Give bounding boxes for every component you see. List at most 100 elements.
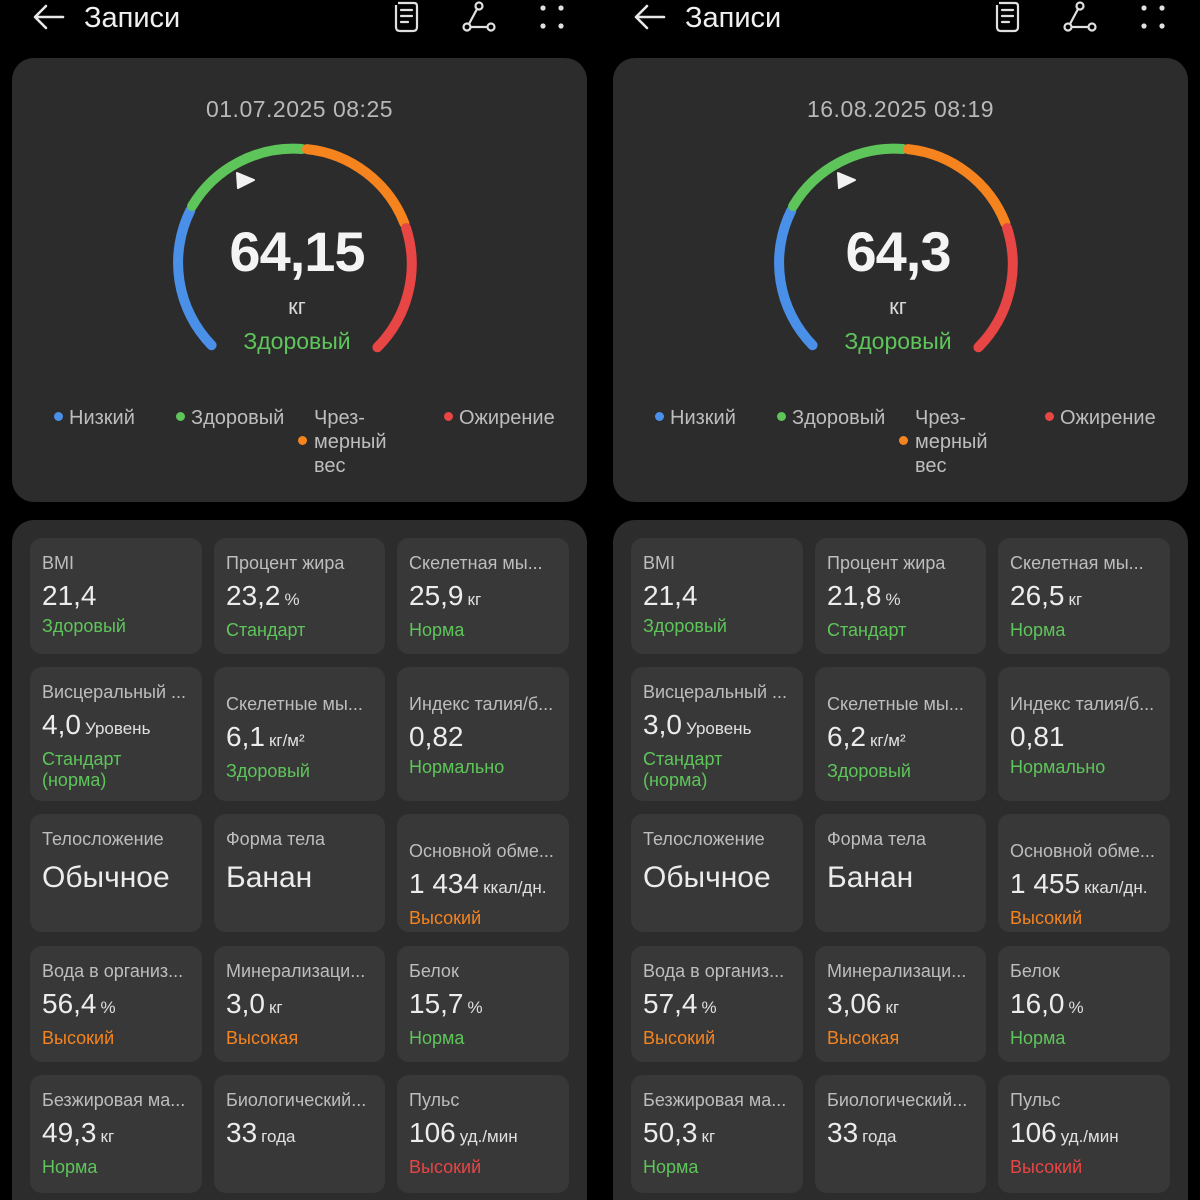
- metric-tile-visceral-fat[interactable]: Висцеральный ... 3,0 Уровень Стандарт (норм…: [631, 667, 803, 801]
- legend-obese: Ожирение: [1045, 406, 1156, 430]
- metric-label: Пульс: [409, 1090, 460, 1110]
- metric-tile-bmi[interactable]: BMI 21,4 Здоровый: [631, 538, 803, 654]
- metric-value: 3,0: [643, 709, 682, 740]
- metric-tile-skeletal-muscle[interactable]: Скелетная мы... 25,9 кг Норма: [397, 538, 569, 654]
- metric-tile-bmi[interactable]: BMI 21,4 Здоровый: [30, 538, 202, 654]
- metric-tile-skeletal-muscle[interactable]: Скелетная мы... 26,5 кг Норма: [998, 538, 1170, 654]
- metric-value: 49,3: [42, 1117, 97, 1148]
- metric-status: Стандарт (норма): [643, 749, 723, 790]
- metric-value: 26,5: [1010, 580, 1065, 611]
- metric-tile-body-water[interactable]: Вода в организ... 57,4% Высокий: [631, 946, 803, 1062]
- metric-label: Процент жира: [827, 553, 946, 573]
- metric-value: Обычное: [643, 861, 771, 894]
- metric-tile-body-type[interactable]: Телосложение Обычное: [631, 814, 803, 932]
- metric-tile-biological-age[interactable]: Биологический... 33 года: [214, 1075, 385, 1193]
- metric-value-row: 6,1 кг/м²: [226, 721, 373, 757]
- back-arrow-icon[interactable]: [633, 2, 667, 32]
- metric-status: Высокий: [1010, 908, 1083, 928]
- legend-healthy: Здоровый: [777, 406, 885, 430]
- metric-value-row: 21,4: [42, 580, 190, 612]
- metric-label: Безжировая ма...: [643, 1090, 787, 1110]
- share-icon[interactable]: [1063, 0, 1097, 34]
- metric-value: 56,4: [42, 988, 97, 1019]
- metric-unit: кг: [268, 998, 283, 1017]
- metric-label: Пульс: [1010, 1090, 1061, 1110]
- metric-tile-body-fat[interactable]: Процент жира 23,2% Стандарт: [214, 538, 385, 654]
- metric-status: Высокий: [1010, 1157, 1083, 1177]
- metric-label: BMI: [42, 553, 75, 573]
- share-icon[interactable]: [462, 0, 496, 34]
- weight-unit: кг: [889, 294, 907, 319]
- metric-tile-basal-metabolism[interactable]: Основной обме... 1 455 ккал/дн. Высокий: [998, 814, 1170, 932]
- legend-obese: Ожирение: [444, 406, 555, 430]
- metric-value: Обычное: [42, 861, 170, 894]
- legend-overweight: Чрез- мерный вес: [899, 406, 1019, 478]
- metric-unit: кг: [1068, 590, 1083, 609]
- metric-label: Телосложение: [42, 829, 164, 849]
- metrics-card: BMI 21,4 Здоровый Процент жира 23,2% Стандарт…: [12, 520, 587, 1200]
- metric-tile-basal-metabolism[interactable]: Основной обме... 1 434 ккал/дн. Высокий: [397, 814, 569, 932]
- metric-label: Скелетная мы...: [409, 553, 543, 573]
- record-date: 01.07.2025 08:25: [205, 96, 394, 122]
- metric-tile-lean-mass[interactable]: Безжировая ма... 50,3 кг Норма: [631, 1075, 803, 1193]
- metric-unit: Уровень: [84, 719, 151, 738]
- legend-low: Низкий: [54, 406, 135, 430]
- metric-label: Висцеральный ...: [42, 682, 187, 702]
- metric-value: 50,3: [643, 1117, 698, 1148]
- metric-tile-bone-mineral[interactable]: Минерализаци... 3,0 кг Высокая: [214, 946, 385, 1062]
- metric-tile-skeletal-muscle-index[interactable]: Скелетные мы... 6,1 кг/м² Здоровый: [214, 667, 385, 801]
- green-dot-icon: [777, 412, 786, 421]
- more-icon[interactable]: [1136, 0, 1170, 34]
- metric-tile-body-shape[interactable]: Форма тела Банан: [214, 814, 385, 932]
- metric-status: Стандарт: [827, 620, 907, 640]
- metric-tile-body-water[interactable]: Вода в организ... 56,4% Высокий: [30, 946, 202, 1062]
- metric-tile-heart-rate[interactable]: Пульс 106 уд./мин Высокий: [397, 1075, 569, 1193]
- gauge-pointer-icon: [837, 172, 856, 189]
- metric-tile-skeletal-muscle-index[interactable]: Скелетные мы... 6,2 кг/м² Здоровый: [815, 667, 986, 801]
- gauge-segment-low: [774, 205, 818, 351]
- metric-unit: %: [1068, 998, 1084, 1017]
- metric-tile-lean-mass[interactable]: Безжировая ма... 49,3 кг Норма: [30, 1075, 202, 1193]
- metric-status: Норма: [1010, 1028, 1066, 1048]
- metric-tile-visceral-fat[interactable]: Висцеральный ... 4,0 Уровень Стандарт (норм…: [30, 667, 202, 801]
- metric-value-row: 49,3 кг: [42, 1117, 190, 1153]
- report-icon[interactable]: [991, 0, 1025, 34]
- metric-tile-protein[interactable]: Белок 16,0% Норма: [998, 946, 1170, 1062]
- metric-tile-heart-rate[interactable]: Пульс 106 уд./мин Высокий: [998, 1075, 1170, 1193]
- metric-value: 106: [409, 1117, 456, 1148]
- weight-gauge: [774, 143, 1018, 353]
- weight-gauge-card: 01.07.2025 08:25 64,15 кг Здоровый Низки…: [12, 58, 587, 502]
- metric-tile-waist-hip-ratio[interactable]: Индекс талия/б... 0,82 Нормально: [397, 667, 569, 801]
- back-arrow-icon[interactable]: [32, 2, 66, 32]
- metric-value-row: 21,4: [643, 580, 791, 612]
- metrics-card: BMI 21,4 Здоровый Процент жира 21,8% Стандарт…: [613, 520, 1188, 1200]
- metric-label: Минерализаци...: [226, 961, 366, 981]
- metric-value: Банан: [226, 861, 313, 894]
- metric-tile-body-type[interactable]: Телосложение Обычное: [30, 814, 202, 932]
- metric-value-row: 26,5 кг: [1010, 580, 1158, 616]
- metric-tile-waist-hip-ratio[interactable]: Индекс талия/б... 0,81 Нормально: [998, 667, 1170, 801]
- metric-label: Белок: [1010, 961, 1060, 981]
- metric-unit: %: [100, 998, 116, 1017]
- metric-tile-protein[interactable]: Белок 15,7% Норма: [397, 946, 569, 1062]
- metric-tile-biological-age[interactable]: Биологический... 33 года: [815, 1075, 986, 1193]
- metric-value: 25,9: [409, 580, 464, 611]
- metric-status: Высокий: [643, 1028, 716, 1048]
- metric-tile-body-shape[interactable]: Форма тела Банан: [815, 814, 986, 932]
- metric-unit: кг: [467, 590, 482, 609]
- metric-status: Норма: [409, 620, 465, 640]
- metric-tile-body-fat[interactable]: Процент жира 21,8% Стандарт: [815, 538, 986, 654]
- metric-label: Висцеральный ...: [643, 682, 788, 702]
- metric-value-row: 33 года: [827, 1117, 974, 1153]
- metric-label: Телосложение: [643, 829, 765, 849]
- metric-value-row: 56,4%: [42, 988, 190, 1024]
- metric-value-row: Обычное: [643, 862, 791, 894]
- metric-tile-bone-mineral[interactable]: Минерализаци... 3,06 кг Высокая: [815, 946, 986, 1062]
- gauge-segment-obese: [372, 223, 417, 353]
- metric-value-row: 16,0%: [1010, 988, 1158, 1024]
- metric-status: Здоровый: [827, 761, 911, 781]
- weight-status: Здоровый: [243, 328, 351, 354]
- metric-value: 15,7: [409, 988, 464, 1019]
- more-icon[interactable]: [535, 0, 569, 34]
- report-icon[interactable]: [390, 0, 424, 34]
